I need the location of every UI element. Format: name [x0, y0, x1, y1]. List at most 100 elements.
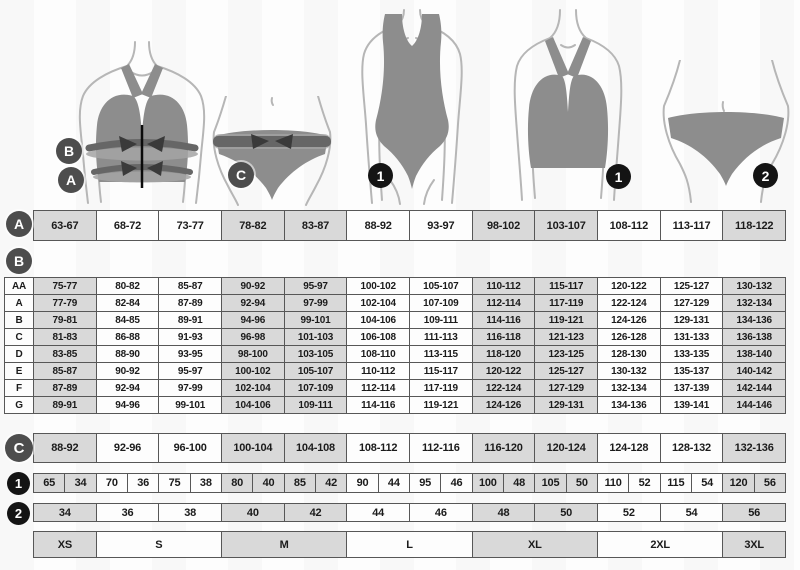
bra-measurement-illustration — [78, 41, 206, 204]
bust-range-cell: 109-111 — [410, 312, 473, 329]
bust-range-cell: 116-118 — [472, 329, 536, 346]
body-outline — [212, 96, 332, 206]
bust-range-cell: 127-129 — [535, 380, 598, 397]
bra-eu-size-cell: 34 — [65, 474, 97, 493]
briefs-measurement-figure — [212, 96, 332, 206]
bust-range-cell: 108-110 — [347, 346, 410, 363]
hip-range-cell: 112-116 — [410, 434, 473, 463]
bust-range-cell: 85-87 — [34, 363, 97, 380]
briefs-garment — [668, 112, 784, 186]
bust-cup-table: AA 75-77 80-82 85-87 90-92 95-97 100-102 105-10… — [4, 277, 786, 414]
figure-badge-1-bra: 1 — [606, 164, 631, 189]
bust-range-cell: 120-122 — [472, 363, 536, 380]
bust-range-cell: 99-101 — [284, 312, 348, 329]
underbust-range-cell: 103-107 — [535, 211, 598, 241]
confection-size-row: 34 36 38 40 42 44 46 48 50 52 54 56 — [33, 503, 786, 522]
figure-badge-a: A — [58, 167, 84, 193]
underbust-range-cell: 98-102 — [472, 211, 536, 241]
hip-range-cell: 92-96 — [96, 434, 160, 463]
bra-eu-size-cell: 42 — [316, 474, 348, 493]
bust-range-cell: 91-93 — [159, 329, 222, 346]
bust-range-cell: 106-108 — [347, 329, 410, 346]
confection-size-cell: 42 — [284, 504, 348, 522]
arrow-left-icon — [147, 161, 163, 176]
bra-eu-size-cell: 46 — [441, 474, 473, 493]
bra-band-size-cell: 95 — [410, 474, 442, 493]
hip-range-cell: 100-104 — [222, 434, 285, 463]
bra-illustration — [513, 9, 623, 201]
bust-range-cell: 144-146 — [723, 397, 786, 414]
bra-size-row: 65 34 70 36 75 38 80 40 85 42 90 44 95 46 100 48 105 50 11… — [33, 473, 786, 493]
hip-range-cell: 124-128 — [598, 434, 661, 463]
bust-range-cell: 119-121 — [410, 397, 473, 414]
bust-range-cell: 100-102 — [347, 278, 410, 295]
bust-range-cell: 100-102 — [222, 363, 285, 380]
cup-row-label: A — [5, 295, 34, 312]
arrow-right-icon — [119, 136, 137, 152]
row-badge-c: C — [5, 434, 33, 462]
hip-range-cell: 132-136 — [723, 434, 786, 463]
bra-band-size-cell: 65 — [34, 474, 66, 493]
bust-range-cell: 121-123 — [535, 329, 598, 346]
underbust-range-cell: 78-82 — [222, 211, 285, 241]
bra-measurement-figure — [45, 40, 240, 205]
bust-range-cell: 75-77 — [34, 278, 97, 295]
bust-range-cell: 124-126 — [598, 312, 661, 329]
intl-size-cell: 3XL — [723, 532, 786, 558]
bust-range-cell: 139-141 — [660, 397, 724, 414]
bra-eu-size-cell: 48 — [504, 474, 536, 493]
bust-range-cell: 90-92 — [222, 278, 285, 295]
bust-range-cell: 112-114 — [472, 295, 536, 312]
bust-range-cell: 129-131 — [660, 312, 724, 329]
row-badge-2: 2 — [7, 502, 30, 525]
international-size-row: XS S M L XL 2XL 3XL — [33, 531, 786, 558]
bra-eu-size-cell: 38 — [190, 474, 222, 493]
bust-range-cell: 102-104 — [222, 380, 285, 397]
underbust-range-cell: 93-97 — [410, 211, 473, 241]
bust-range-cell: 125-127 — [535, 363, 598, 380]
bust-range-cell: 89-91 — [159, 312, 222, 329]
bust-range-cell: 114-116 — [472, 312, 536, 329]
bust-range-cell: 132-134 — [723, 295, 786, 312]
bust-range-cell: 125-127 — [660, 278, 724, 295]
bust-range-cell: 86-88 — [96, 329, 160, 346]
bust-range-cell: 81-83 — [34, 329, 97, 346]
bust-range-cell: 97-99 — [284, 295, 348, 312]
confection-size-cell: 36 — [96, 504, 160, 522]
bust-range-cell: 95-97 — [284, 278, 348, 295]
hip-range-cell: 120-124 — [535, 434, 598, 463]
bust-range-cell: 111-113 — [410, 329, 473, 346]
bust-range-cell: 79-81 — [34, 312, 97, 329]
underbust-range-cell: 113-117 — [660, 211, 724, 241]
confection-size-cell: 50 — [535, 504, 598, 522]
bust-range-cell: 83-85 — [34, 346, 97, 363]
bust-range-cell: 115-117 — [535, 278, 598, 295]
bust-range-cell: 90-92 — [96, 363, 160, 380]
bra-eu-size-cell: 44 — [378, 474, 410, 493]
bust-range-cell: 94-96 — [96, 397, 160, 414]
underbust-range-cell: 73-77 — [159, 211, 222, 241]
bra-band-size-cell: 115 — [660, 474, 692, 493]
hip-range-cell: 128-132 — [660, 434, 724, 463]
cup-row-label: AA — [5, 278, 34, 295]
bust-range-cell: 131-133 — [660, 329, 724, 346]
bra-eu-size-cell: 36 — [128, 474, 160, 493]
bra-eu-size-cell: 54 — [692, 474, 724, 493]
bra-band-size-cell: 70 — [96, 474, 128, 493]
bust-range-cell: 117-119 — [410, 380, 473, 397]
intl-size-cell: M — [222, 532, 348, 558]
hip-range-cell: 88-92 — [34, 434, 97, 463]
intl-size-cell: XL — [472, 532, 598, 558]
bra-band-size-cell: 85 — [284, 474, 316, 493]
bust-range-cell: 89-91 — [34, 397, 97, 414]
figure-badge-1-swimsuit: 1 — [368, 163, 393, 188]
bust-range-cell: 102-104 — [347, 295, 410, 312]
confection-size-cell: 52 — [598, 504, 661, 522]
bust-range-cell: 84-85 — [96, 312, 160, 329]
bust-range-cell: 110-112 — [472, 278, 536, 295]
bra-garment — [527, 37, 609, 168]
underbust-range-cell: 63-67 — [34, 211, 97, 241]
hip-range-cell: 104-108 — [284, 434, 348, 463]
cup-row-label: B — [5, 312, 34, 329]
